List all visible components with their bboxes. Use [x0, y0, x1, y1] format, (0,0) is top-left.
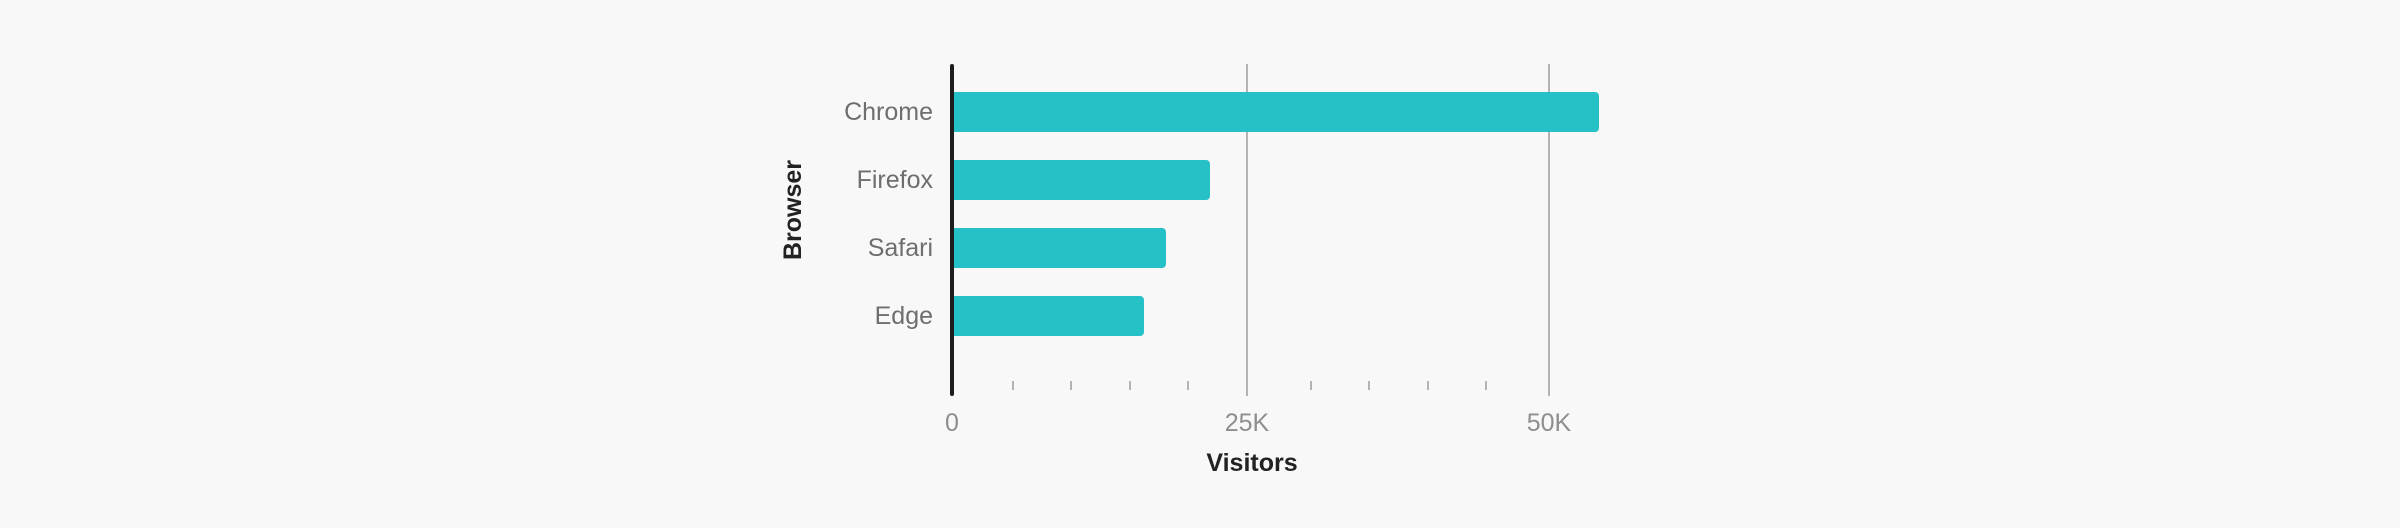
category-label-safari: Safari: [867, 234, 933, 262]
minor-tick: [1427, 381, 1429, 390]
gridline-25k: [1246, 64, 1248, 396]
minor-tick: [1485, 381, 1487, 390]
minor-tick: [1310, 381, 1312, 390]
minor-tick: [1070, 381, 1072, 390]
minor-tick: [1012, 381, 1014, 390]
minor-tick: [1187, 381, 1189, 390]
gridline-50k: [1548, 64, 1550, 396]
bar-safari[interactable]: [953, 228, 1166, 268]
category-label-chrome: Chrome: [844, 98, 933, 126]
y-axis-line: [950, 64, 954, 396]
bar-firefox[interactable]: [953, 160, 1210, 200]
bar-chrome[interactable]: [953, 92, 1599, 132]
x-tick-label-50k: 50K: [1526, 409, 1572, 437]
y-axis-title: Browser: [779, 159, 807, 261]
category-label-firefox: Firefox: [856, 166, 933, 194]
bar-edge[interactable]: [953, 296, 1144, 336]
x-tick-label-25k: 25K: [1224, 409, 1270, 437]
x-tick-label-0: 0: [945, 409, 959, 437]
x-axis-title: Visitors: [1206, 449, 1298, 477]
category-label-edge: Edge: [874, 302, 933, 330]
minor-tick: [1368, 381, 1370, 390]
minor-tick: [1129, 381, 1131, 390]
